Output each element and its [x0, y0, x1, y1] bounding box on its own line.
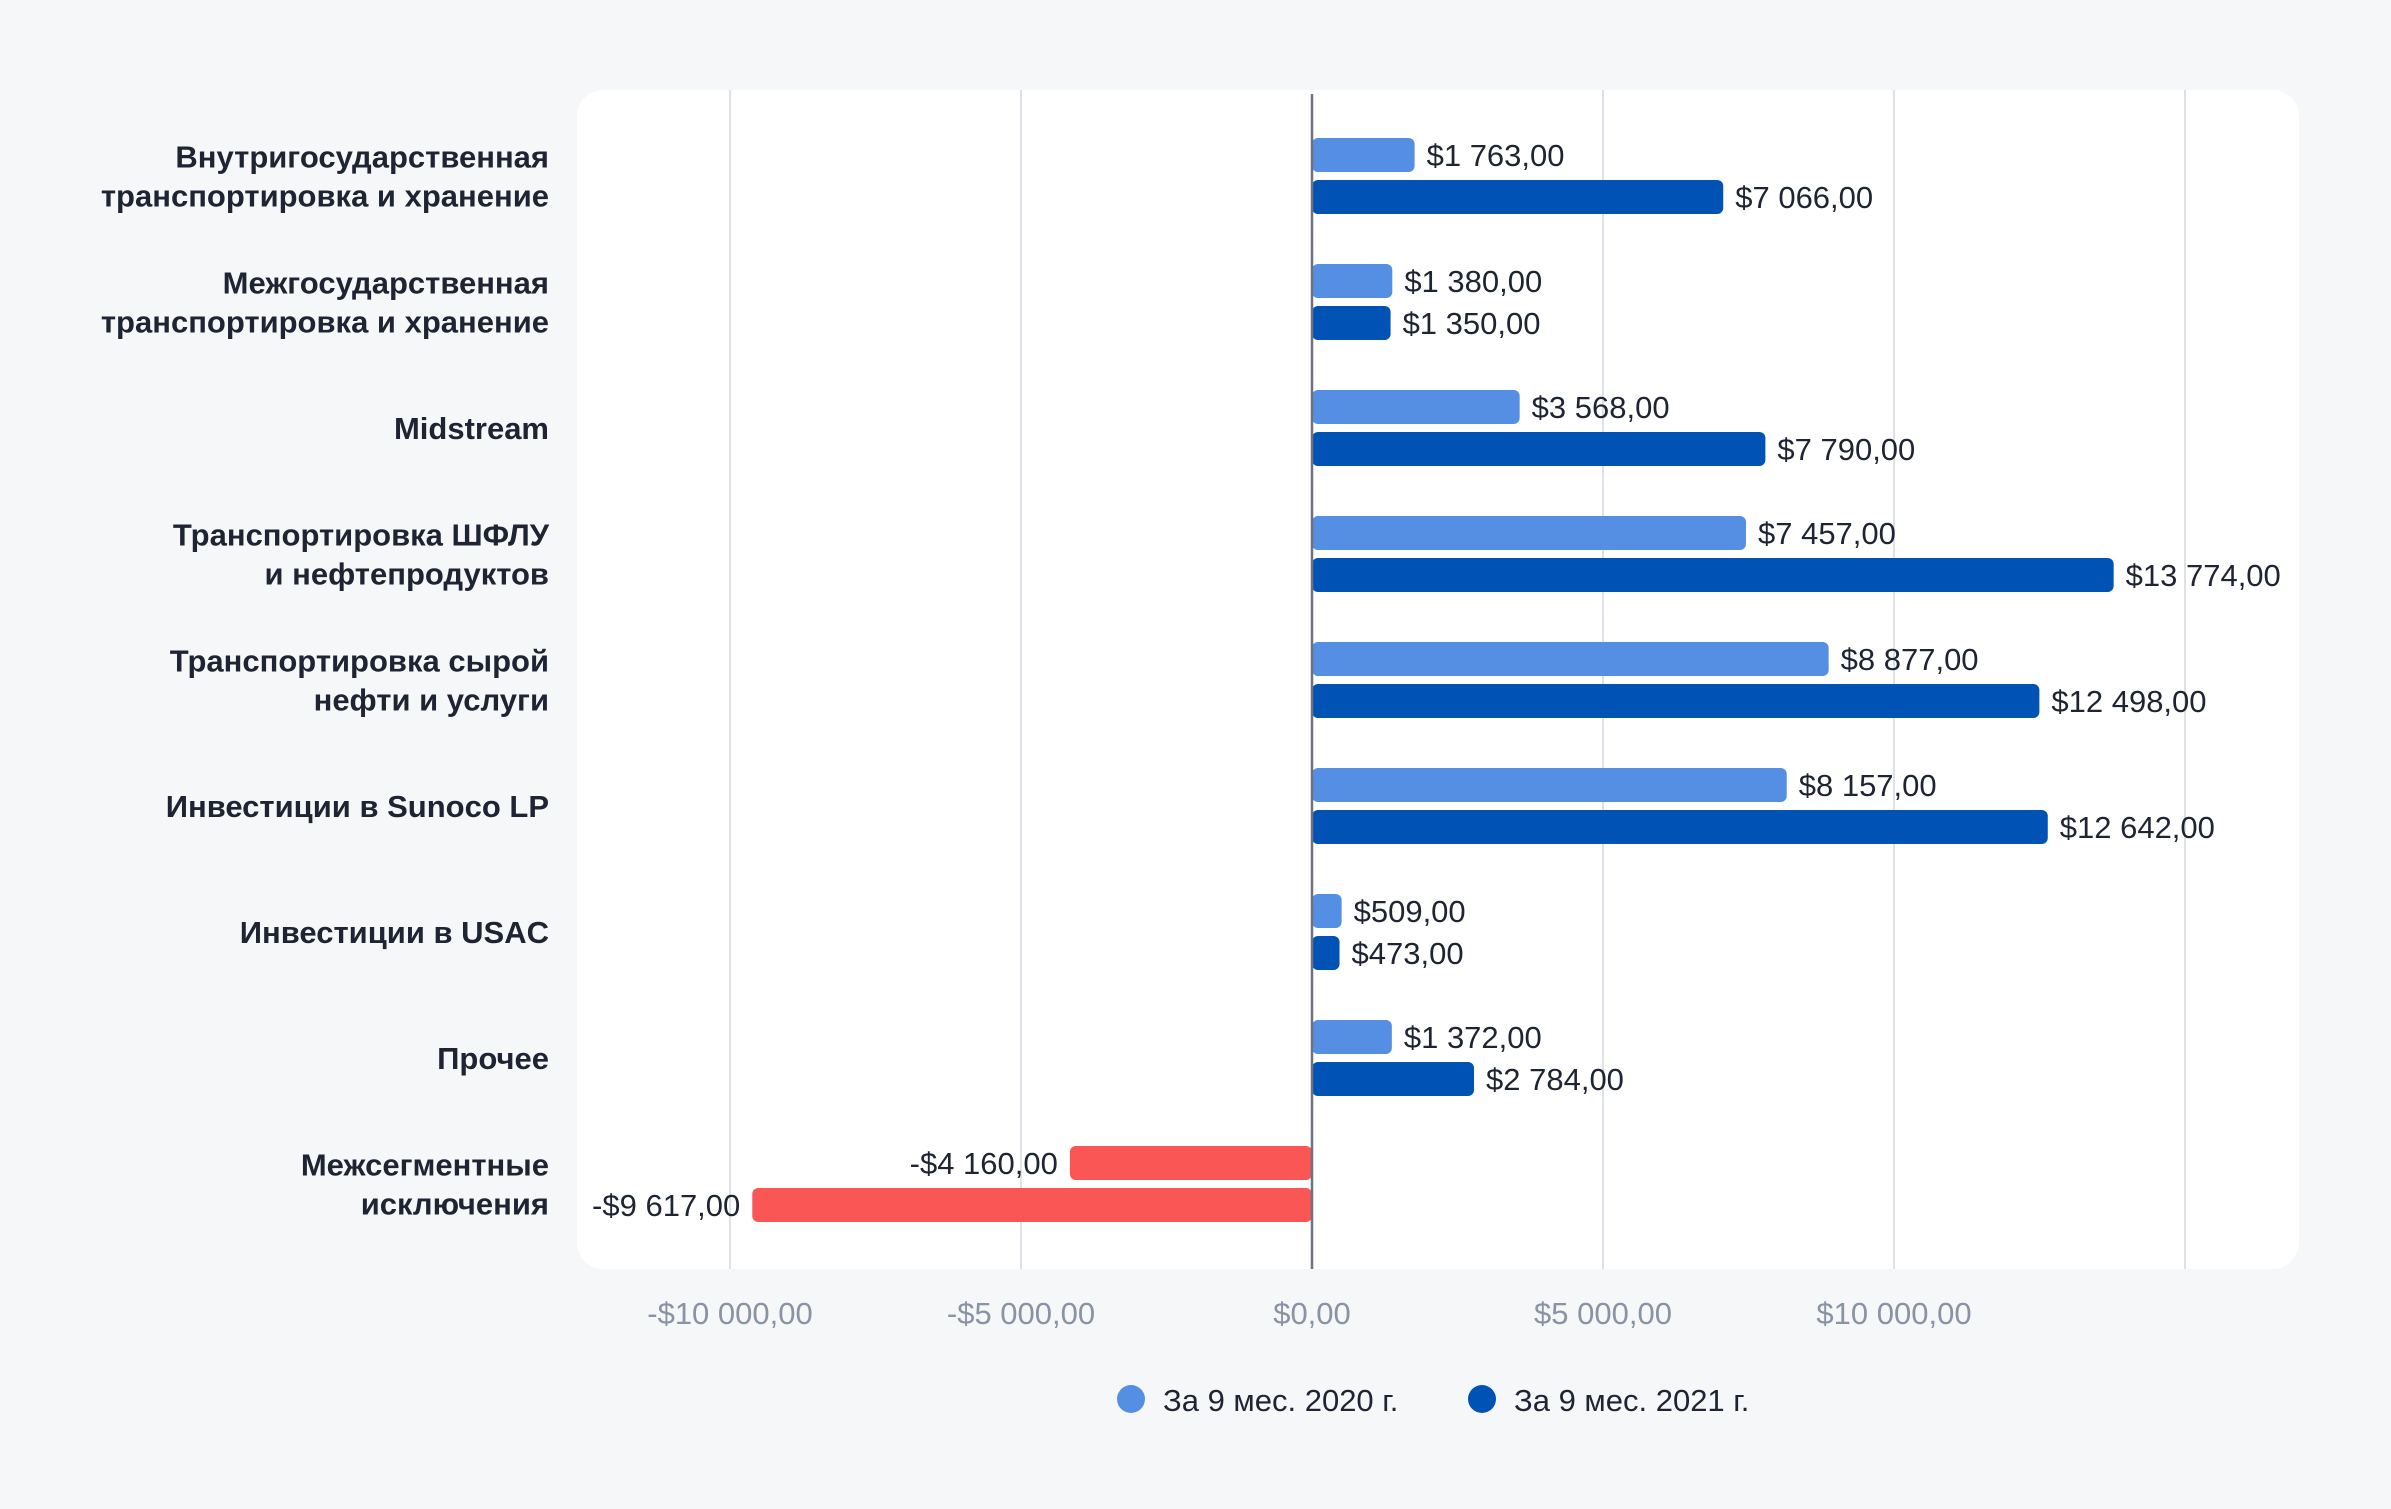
data-label: $1 350,00 — [1403, 306, 1541, 341]
legend-marker — [1117, 1385, 1145, 1413]
category-label: нефти и услуги — [314, 683, 549, 718]
data-label: $13 774,00 — [2126, 558, 2281, 593]
legend-label: За 9 мес. 2021 г. — [1514, 1383, 1749, 1418]
legend-label: За 9 мес. 2020 г. — [1163, 1383, 1398, 1418]
data-label: $1 380,00 — [1404, 264, 1542, 299]
data-label: -$4 160,00 — [910, 1146, 1058, 1181]
bar-2020 — [1312, 768, 1787, 802]
bar-2020 — [1312, 894, 1342, 928]
data-label: -$9 617,00 — [592, 1188, 740, 1223]
category-label: Прочее — [437, 1041, 549, 1076]
bar-2021 — [1312, 810, 2048, 844]
bar-2020 — [1312, 138, 1415, 172]
data-label: $8 877,00 — [1841, 642, 1979, 677]
x-tick-label: -$5 000,00 — [947, 1296, 1095, 1331]
bar-2021 — [1312, 558, 2114, 592]
category-label: Инвестиции в Sunoco LP — [166, 789, 549, 824]
bar-2021 — [752, 1188, 1312, 1222]
data-label: $7 457,00 — [1758, 516, 1896, 551]
category-label: и нефтепродуктов — [264, 557, 549, 592]
data-label: $12 498,00 — [2051, 684, 2206, 719]
bar-2021 — [1312, 936, 1340, 970]
category-label: исключения — [361, 1187, 549, 1222]
bar-2021 — [1312, 1062, 1475, 1096]
bar-2020 — [1069, 1146, 1312, 1180]
category-label: Внутригосударственная — [175, 140, 549, 175]
legend-marker — [1468, 1385, 1496, 1413]
data-label: $1 372,00 — [1404, 1020, 1542, 1055]
data-label: $7 790,00 — [1777, 432, 1915, 467]
bar-2020 — [1312, 264, 1393, 298]
data-label: $3 568,00 — [1532, 390, 1670, 425]
bar-2020 — [1312, 390, 1520, 424]
bar-2021 — [1312, 180, 1724, 214]
bar-2020 — [1312, 516, 1746, 550]
category-label: Межгосударственная — [223, 266, 549, 301]
x-tick-label: $10 000,00 — [1816, 1296, 1971, 1331]
bar-2020 — [1312, 642, 1829, 676]
x-tick-label: -$10 000,00 — [647, 1296, 812, 1331]
x-tick-label: $5 000,00 — [1534, 1296, 1672, 1331]
category-label: Транспортировка сырой — [170, 644, 549, 679]
data-label: $2 784,00 — [1486, 1062, 1624, 1097]
bar-2021 — [1312, 684, 2040, 718]
category-label: транспортировка и хранение — [101, 179, 549, 214]
bar-2021 — [1312, 432, 1766, 466]
data-label: $509,00 — [1354, 894, 1466, 929]
data-label: $7 066,00 — [1735, 180, 1873, 215]
category-label: транспортировка и хранение — [101, 305, 549, 340]
category-label: Транспортировка ШФЛУ — [173, 518, 550, 553]
data-label: $8 157,00 — [1799, 768, 1937, 803]
data-label: $473,00 — [1352, 936, 1464, 971]
bar-2020 — [1312, 1020, 1392, 1054]
category-label: Межсегментные — [301, 1148, 549, 1183]
data-label: $12 642,00 — [2060, 810, 2215, 845]
category-label: Midstream — [394, 411, 549, 446]
data-label: $1 763,00 — [1427, 138, 1565, 173]
plot-area — [577, 90, 2299, 1269]
category-label: Инвестиции в USAC — [240, 915, 549, 950]
bar-2021 — [1312, 306, 1391, 340]
x-tick-label: $0,00 — [1273, 1296, 1351, 1331]
